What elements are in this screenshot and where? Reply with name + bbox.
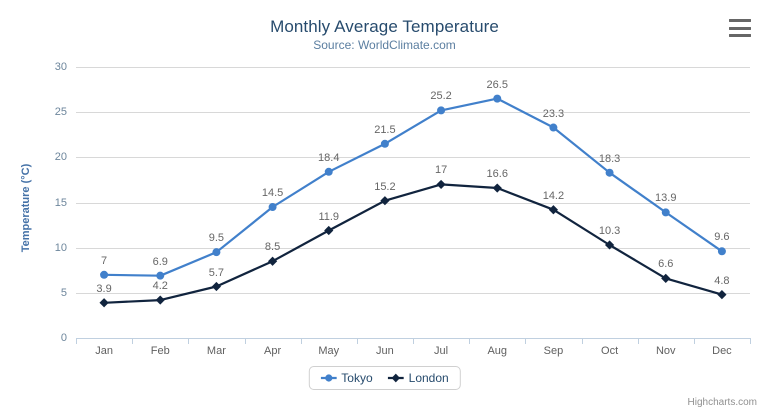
x-axis-tick <box>188 338 190 344</box>
gridline <box>76 247 750 249</box>
data-label: 21.5 <box>374 123 396 136</box>
x-axis-label: Jun <box>376 345 394 357</box>
gridline <box>76 157 750 159</box>
legend: Tokyo London <box>308 366 461 390</box>
y-axis-label: 0 <box>60 332 67 344</box>
x-axis-tick <box>300 338 302 344</box>
data-label: 26.5 <box>486 78 508 91</box>
x-axis-label: Aug <box>487 345 508 357</box>
data-label: 4.2 <box>152 280 168 293</box>
gridline <box>76 112 750 114</box>
data-label: 3.9 <box>96 282 112 295</box>
legend-item-label: Tokyo <box>341 371 373 385</box>
data-label: 14.2 <box>542 189 565 202</box>
y-axis-label: 10 <box>54 241 67 254</box>
data-label: 17 <box>434 164 448 177</box>
gridline <box>76 292 750 294</box>
data-label: 6.9 <box>152 255 168 268</box>
plot-area: 0 5 10 15 20 25 30 <box>55 61 750 344</box>
data-label: 9.5 <box>208 232 225 245</box>
legend-marker-icon <box>387 373 404 383</box>
x-axis-label: Apr <box>264 345 282 357</box>
legend-item-label: London <box>408 371 449 385</box>
gridline <box>76 67 750 68</box>
x-axis-label: May <box>318 345 340 357</box>
x-axis-tick <box>132 338 134 344</box>
data-label: 25.2 <box>430 90 452 103</box>
data-label: 7 <box>101 254 108 267</box>
data-label: 9.6 <box>714 231 730 244</box>
x-axis-label: Dec <box>712 345 732 357</box>
x-axis-tick <box>469 338 471 344</box>
y-axis-label: 30 <box>54 61 67 73</box>
credits-label[interactable]: Highcharts.com <box>687 397 757 408</box>
hamburger-bar <box>729 34 751 37</box>
x-axis-tick <box>581 338 583 344</box>
y-axis-label: 20 <box>54 151 67 164</box>
x-axis-label: Mar <box>206 345 226 357</box>
data-label: 6.6 <box>658 258 674 271</box>
data-label: 18.4 <box>318 151 340 164</box>
x-axis-label: Oct <box>601 345 619 357</box>
x-axis-tick <box>525 338 527 344</box>
x-axis-tick <box>356 338 358 344</box>
y-axis-title: Temperature (°C) <box>20 163 32 253</box>
x-axis-tick <box>750 338 751 344</box>
x-axis-label: Jan <box>95 345 113 357</box>
data-label: 16.6 <box>486 168 508 181</box>
y-axis-label: 5 <box>60 286 67 299</box>
gridline <box>76 202 750 204</box>
legend-item-tokyo[interactable]: Tokyo <box>320 371 373 385</box>
legend-marker-icon <box>320 374 337 382</box>
x-axis-tick <box>244 338 246 344</box>
x-axis-label: Sep <box>543 345 564 357</box>
x-axis-tick <box>693 338 695 344</box>
hamburger-bar <box>729 19 751 22</box>
x-axis-tick <box>413 338 414 344</box>
data-label: 5.7 <box>208 266 225 279</box>
x-axis-label: Nov <box>655 345 676 357</box>
hamburger-bar <box>729 26 751 30</box>
x-axis-tick <box>637 338 639 344</box>
chart-subtitle: Source: WorldClimate.com <box>313 38 456 52</box>
data-label: 15.2 <box>374 180 396 193</box>
data-label: 23.3 <box>542 107 565 120</box>
data-label: 14.5 <box>261 187 284 200</box>
y-axis-label: 15 <box>54 196 67 209</box>
x-axis-label: Jul <box>434 345 449 357</box>
data-label: 4.8 <box>714 274 730 287</box>
context-menu-icon[interactable] <box>729 19 751 37</box>
legend-item-london[interactable]: London <box>387 371 449 385</box>
data-label: 8.5 <box>264 241 281 254</box>
y-axis-label: 25 <box>54 106 67 119</box>
chart-title: Monthly Average Temperature <box>270 17 499 36</box>
data-label: 13.9 <box>655 192 677 205</box>
x-axis-label: Feb <box>150 345 170 357</box>
data-label: 10.3 <box>598 224 621 237</box>
data-label: 18.3 <box>598 152 621 165</box>
data-label: 11.9 <box>318 210 340 223</box>
x-axis-tick <box>76 338 77 344</box>
